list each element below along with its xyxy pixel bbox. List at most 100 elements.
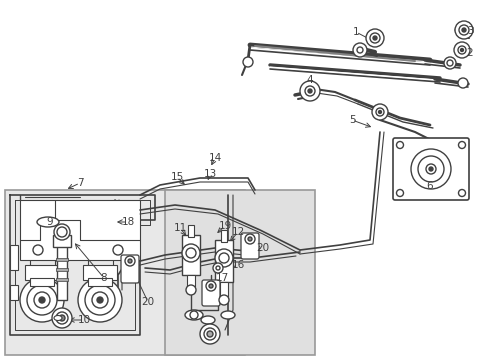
Circle shape	[206, 281, 216, 291]
Text: 3: 3	[466, 26, 473, 36]
Text: 14: 14	[208, 153, 221, 163]
Bar	[165, 190, 315, 355]
Bar	[20, 200, 140, 260]
Circle shape	[454, 42, 470, 58]
Ellipse shape	[37, 217, 59, 227]
Text: 8: 8	[100, 273, 107, 283]
Text: 20: 20	[256, 243, 270, 253]
Circle shape	[219, 295, 229, 305]
Text: 20: 20	[142, 297, 154, 307]
Circle shape	[200, 324, 220, 344]
Bar	[215, 240, 233, 282]
Circle shape	[56, 312, 68, 324]
Circle shape	[186, 248, 196, 258]
Bar	[182, 235, 200, 275]
Circle shape	[52, 308, 72, 328]
Circle shape	[215, 249, 233, 267]
Circle shape	[300, 81, 320, 101]
Circle shape	[411, 149, 451, 189]
Circle shape	[458, 46, 466, 54]
Text: 6: 6	[427, 181, 433, 191]
Circle shape	[27, 285, 57, 315]
Circle shape	[396, 189, 403, 197]
Circle shape	[33, 245, 43, 255]
Circle shape	[378, 111, 382, 113]
Text: 9: 9	[47, 217, 53, 227]
Circle shape	[459, 189, 466, 197]
Circle shape	[455, 21, 473, 39]
Circle shape	[190, 311, 198, 319]
Bar	[88, 278, 112, 286]
Text: 7: 7	[77, 178, 83, 188]
Circle shape	[204, 328, 216, 340]
Circle shape	[186, 285, 196, 295]
Bar	[220, 282, 228, 297]
FancyBboxPatch shape	[202, 280, 220, 306]
Text: 1: 1	[353, 27, 359, 37]
Circle shape	[128, 259, 132, 263]
Circle shape	[97, 297, 103, 303]
Circle shape	[373, 36, 377, 40]
Circle shape	[459, 25, 469, 35]
FancyBboxPatch shape	[121, 255, 139, 283]
Bar	[221, 230, 227, 242]
Ellipse shape	[185, 310, 203, 320]
Circle shape	[59, 315, 65, 321]
Circle shape	[308, 89, 312, 93]
Circle shape	[209, 284, 213, 288]
Circle shape	[376, 108, 384, 116]
Circle shape	[353, 43, 367, 57]
Circle shape	[54, 224, 70, 240]
Circle shape	[85, 285, 115, 315]
Text: 2: 2	[466, 48, 473, 58]
Circle shape	[219, 253, 229, 263]
Text: 15: 15	[171, 172, 184, 182]
Circle shape	[462, 28, 466, 32]
Text: 13: 13	[203, 169, 217, 179]
Circle shape	[458, 78, 468, 88]
Ellipse shape	[221, 311, 235, 319]
Bar	[10, 245, 18, 270]
Circle shape	[92, 292, 108, 308]
Text: 18: 18	[122, 217, 135, 227]
Text: 10: 10	[77, 315, 91, 325]
Bar	[83, 265, 117, 280]
FancyBboxPatch shape	[241, 233, 259, 259]
FancyBboxPatch shape	[393, 138, 469, 200]
Circle shape	[57, 227, 67, 237]
Circle shape	[372, 104, 388, 120]
Circle shape	[357, 47, 363, 53]
Circle shape	[213, 263, 223, 273]
Circle shape	[426, 164, 436, 174]
Circle shape	[366, 29, 384, 47]
Circle shape	[182, 244, 200, 262]
Circle shape	[207, 331, 213, 337]
Bar	[10, 285, 18, 300]
Text: 16: 16	[231, 260, 245, 270]
Bar	[187, 275, 195, 287]
Circle shape	[243, 57, 253, 67]
Circle shape	[248, 237, 252, 241]
Ellipse shape	[201, 316, 215, 324]
Circle shape	[305, 86, 315, 96]
Circle shape	[418, 156, 444, 182]
Circle shape	[370, 33, 380, 43]
Bar	[25, 265, 59, 280]
Circle shape	[39, 297, 45, 303]
Bar	[57, 245, 67, 300]
Circle shape	[447, 60, 453, 66]
Bar	[188, 225, 194, 237]
Circle shape	[34, 292, 50, 308]
Bar	[5, 190, 245, 355]
Circle shape	[429, 167, 433, 171]
Text: 5: 5	[349, 115, 355, 125]
Bar	[53, 235, 71, 247]
Circle shape	[444, 57, 456, 69]
Bar	[56, 268, 68, 271]
Text: 19: 19	[219, 221, 232, 231]
Bar	[30, 278, 54, 286]
Circle shape	[113, 245, 123, 255]
Ellipse shape	[54, 315, 62, 320]
Circle shape	[459, 141, 466, 148]
Text: 12: 12	[231, 227, 245, 237]
